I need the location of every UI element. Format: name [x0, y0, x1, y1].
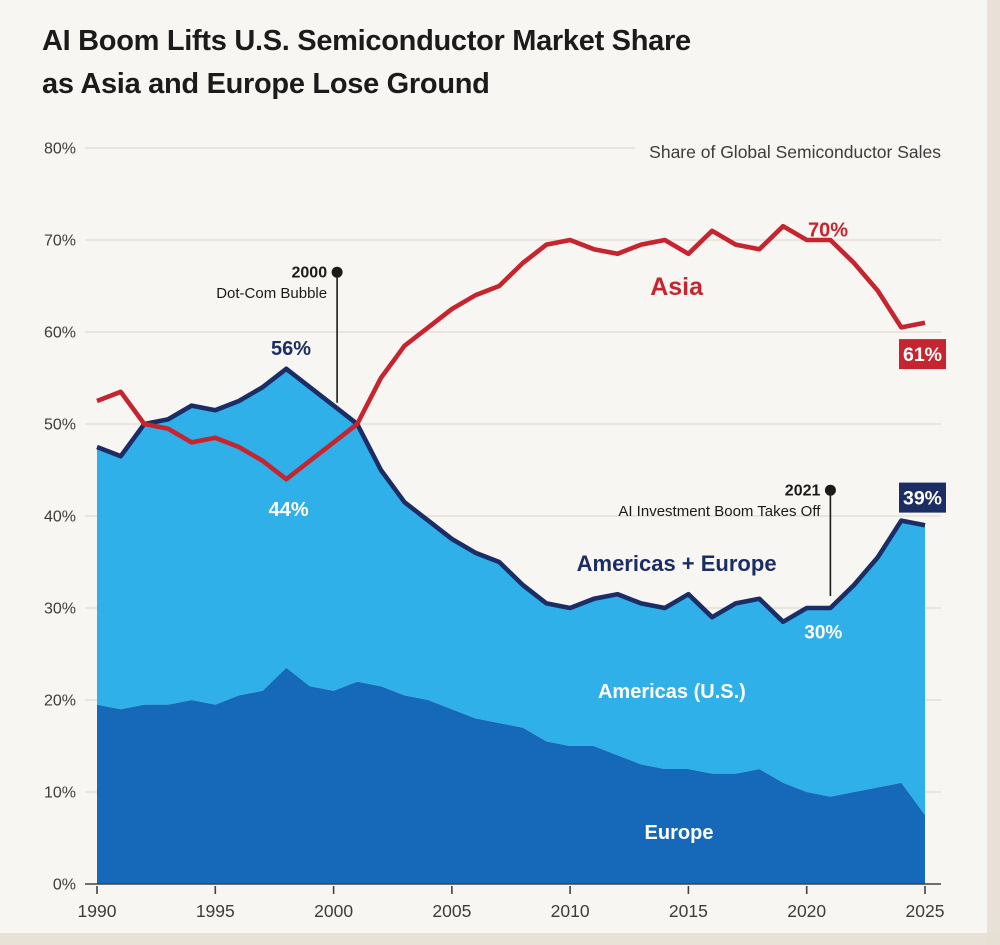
value-label-70pct: 70% [808, 219, 848, 241]
x-axis-label-2020: 2020 [787, 901, 826, 921]
chart-title-line2: as Asia and Europe Lose Ground [42, 68, 490, 100]
chart-subtitle: Share of Global Semiconductor Sales [635, 139, 941, 166]
x-axis-label-2010: 2010 [551, 901, 590, 921]
y-axis-label-0: 0% [53, 877, 76, 894]
americas-area [97, 368, 925, 815]
end-label-box-39pct [899, 482, 946, 513]
page-edge-bottom [0, 933, 1000, 945]
x-axis-label-2000: 2000 [314, 901, 353, 921]
page-edge-right [987, 0, 1000, 945]
annotation-year-2021: 2021 [785, 483, 821, 500]
y-axis-label-10: 10% [44, 785, 76, 802]
annotation-text-2021: AI Investment Boom Takes Off [618, 503, 821, 520]
asia-line [96, 223, 926, 482]
x-axis-label-2025: 2025 [906, 901, 945, 921]
value-label-56pct: 56% [271, 338, 311, 360]
annotation-year-2000: 2000 [292, 265, 328, 282]
end-label-box-61pct [899, 339, 946, 370]
value-label-44pct: 44% [269, 499, 309, 521]
value-label-30pct: 30% [804, 622, 842, 643]
chart-title: AI Boom Lifts U.S. Semiconductor Market … [42, 20, 691, 106]
annotation-dot-2021 [824, 484, 836, 496]
americas-europe-line [96, 366, 926, 625]
chart-title-line1: AI Boom Lifts U.S. Semiconductor Market … [42, 25, 691, 57]
annotation-dot-2000 [331, 266, 343, 278]
y-axis-label-30: 30% [44, 601, 76, 618]
series-label: Americas (U.S.) [598, 681, 746, 703]
series-label: Americas + Europe [577, 551, 777, 576]
series-label: Asia [650, 273, 704, 301]
x-axis-label-2015: 2015 [669, 901, 708, 921]
end-label-61pct: 61% [903, 344, 942, 366]
x-axis-label-1990: 1990 [78, 901, 117, 921]
x-axis-label-1995: 1995 [196, 901, 235, 921]
x-axis-label-2005: 2005 [432, 901, 471, 921]
y-axis-label-50: 50% [44, 417, 76, 434]
europe-area [97, 667, 925, 884]
series-label: Europe [645, 822, 714, 844]
annotation-text-2000: Dot-Com Bubble [216, 285, 327, 302]
y-axis-label-60: 60% [44, 325, 76, 342]
y-axis-label-20: 20% [44, 693, 76, 710]
y-axis-label-80: 80% [44, 141, 76, 158]
y-axis-label-70: 70% [44, 233, 76, 250]
end-label-39pct: 39% [903, 488, 942, 510]
y-axis-label-40: 40% [44, 509, 76, 526]
